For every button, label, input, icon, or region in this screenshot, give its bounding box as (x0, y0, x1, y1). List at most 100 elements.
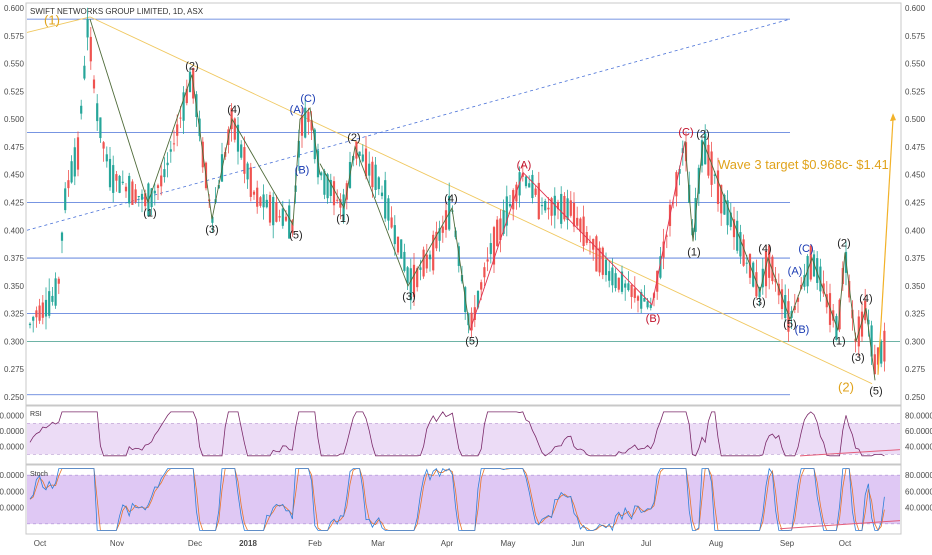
candle-body (566, 198, 569, 221)
candle-body (96, 103, 99, 122)
candle-body (883, 330, 886, 362)
candle-body (524, 176, 528, 187)
candle-body (704, 133, 707, 165)
candle-body (275, 202, 278, 222)
candle-body (540, 205, 544, 207)
candle-body (870, 325, 873, 357)
candle-body (99, 117, 102, 139)
target-arrow-head (890, 113, 896, 122)
stoch-pane[interactable] (25, 464, 902, 535)
candle-body (544, 201, 547, 211)
candle-body (569, 200, 572, 216)
y-tick-left: 0.450 (4, 171, 25, 180)
candle-body (598, 247, 601, 273)
candle-body (643, 298, 646, 302)
candle-body (416, 268, 419, 288)
target-arrow (877, 119, 894, 375)
x-axis: Oct Nov Dec 2018 Feb Mar Apr May Jun Jul Aug Sep Oct (34, 539, 852, 548)
red-wave-label: (B) (646, 313, 661, 325)
candle-body (412, 264, 416, 297)
candle-body (640, 291, 643, 309)
blue-wave-label: (B) (295, 165, 310, 177)
candle-body (57, 278, 60, 284)
candle-body (380, 192, 384, 197)
candle-body (147, 183, 150, 216)
candle-body (672, 202, 675, 204)
x-tick-label: May (500, 539, 515, 548)
candle-body (131, 181, 134, 205)
gold-wave-label: (1) (44, 13, 60, 28)
wave-line-red (469, 141, 686, 331)
candle-body (304, 107, 307, 138)
price-levels (27, 18, 900, 396)
stoch-tick-left: 40.0000 (0, 504, 25, 513)
green-wave-label: (1) (143, 208, 156, 220)
candle-body (771, 256, 774, 282)
green-wave-label: (3) (402, 291, 415, 303)
y-tick-right: 0.600 (905, 4, 926, 13)
candle-body (873, 354, 876, 375)
candle-body (240, 144, 243, 158)
stoch-divergence-line (779, 520, 901, 530)
y-tick-right: 0.475 (905, 143, 926, 152)
candle-body (822, 283, 825, 294)
y-tick-left: 0.500 (4, 115, 25, 124)
candle-body (166, 162, 169, 166)
candle-body (432, 234, 435, 271)
candle-body (579, 218, 582, 232)
candle-body (707, 144, 710, 176)
candle-body (278, 216, 281, 218)
rsi-tick-right: 60.0000 (905, 427, 932, 436)
gold-trendline-start (26, 16, 91, 33)
candle-body (32, 316, 35, 321)
candle-body (780, 289, 784, 310)
y-tick-left: 0.250 (4, 393, 25, 402)
x-tick-label: Aug (709, 539, 723, 548)
candle-body (480, 282, 483, 290)
green-wave-label: (3) (205, 224, 218, 236)
candle-body (358, 151, 361, 156)
rsi-pane[interactable] (25, 405, 902, 465)
stoch-indicator: 80.0000 80.0000 60.0000 60.0000 40.0000 40.00… (0, 467, 932, 532)
red-wave-label: (A) (517, 160, 532, 172)
candle-body (512, 190, 515, 210)
candle-body (803, 275, 806, 287)
candle-body (617, 277, 620, 290)
y-tick-left: 0.475 (4, 143, 25, 152)
candle-body (646, 301, 649, 308)
y-tick-left: 0.600 (4, 4, 25, 13)
candle-body (473, 307, 476, 320)
y-tick-right: 0.250 (905, 393, 926, 402)
x-tick-label: Feb (308, 539, 322, 548)
candle-body (835, 316, 838, 340)
candle-body (76, 137, 80, 170)
candle-body (745, 262, 748, 264)
candle-body (284, 216, 288, 221)
candle-body (396, 236, 400, 253)
candle-body (169, 149, 172, 152)
main-pane[interactable] (25, 2, 902, 406)
candle-body (496, 219, 499, 247)
candle-body (812, 254, 816, 277)
candle-body (121, 181, 124, 183)
candle-body (256, 187, 259, 207)
y-tick-left: 0.525 (4, 87, 25, 96)
candle-body (595, 236, 598, 272)
candle-body (28, 323, 32, 326)
candle-body (659, 256, 662, 278)
x-tick-label: Dec (188, 539, 202, 548)
candle-body (51, 295, 54, 302)
candle-body (272, 196, 275, 226)
stoch-tick-left: 80.0000 (0, 471, 25, 480)
candle-body (118, 175, 121, 193)
y-tick-right: 0.425 (905, 199, 926, 208)
candle-body (608, 271, 611, 281)
candle-body (547, 207, 550, 210)
candle-body (176, 124, 179, 136)
candle-body (400, 239, 403, 259)
candle-body (620, 271, 624, 292)
candle-body (582, 216, 585, 246)
candle-body (390, 217, 393, 228)
green-wave-label: (3) (851, 352, 864, 364)
